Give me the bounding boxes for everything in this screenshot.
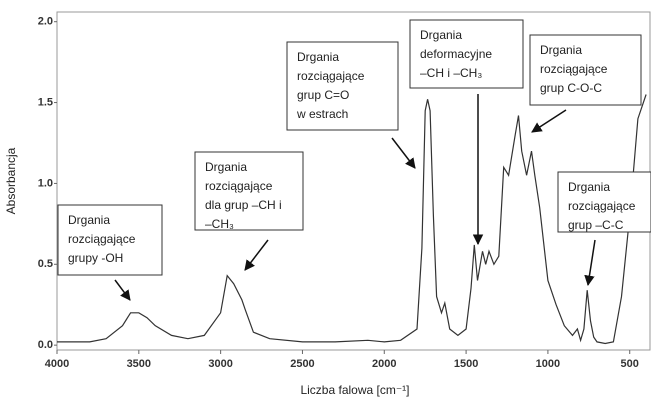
x-tick-label: 4000	[45, 358, 69, 370]
annotation-text: grup C-O-C	[540, 81, 602, 95]
annotation-text: –CH i –CH₃	[420, 66, 482, 80]
spectrum-line	[57, 94, 647, 345]
x-axis-label: Liczba falowa [cm⁻¹]	[300, 383, 409, 397]
x-tick-label: 2500	[290, 358, 314, 370]
annotation-text: Drgania	[568, 180, 610, 194]
annotation-box	[57, 204, 163, 276]
x-tick-label: 1500	[454, 358, 478, 370]
annotation-text: rozciągające	[297, 69, 365, 83]
annotation-box	[409, 19, 524, 89]
y-tick-label: 0.5	[38, 258, 53, 270]
annotation-text: Drgania	[420, 28, 462, 42]
annotation-box	[286, 41, 399, 131]
annotation-text: dla grup –CH i	[205, 198, 282, 212]
annotation-box	[529, 34, 642, 106]
x-tick-label: 2000	[372, 358, 396, 370]
annotation-text: Drgania	[68, 213, 110, 227]
x-tick-label: 1000	[536, 358, 560, 370]
annotation-text: –CH₃	[205, 217, 234, 231]
annotation-text: rozciągające	[540, 62, 608, 76]
annotation-text: Drgania	[297, 50, 339, 64]
y-tick-label: 0.0	[38, 339, 53, 351]
annotation-text: rozciągające	[568, 199, 636, 213]
annotation-text: rozciągające	[205, 179, 273, 193]
x-tick-label: 3500	[127, 358, 151, 370]
y-tick-label: 1.5	[38, 96, 53, 108]
x-tick-label: 500	[621, 358, 639, 370]
annotation-text: Drgania	[540, 43, 582, 57]
y-tick-label: 1.0	[38, 177, 53, 189]
annotation-arrow	[114, 279, 131, 301]
annotation-text: Drgania	[205, 160, 247, 174]
annotation-text: grup –C-C	[568, 218, 624, 232]
annotation-text: grup C=O	[297, 88, 349, 102]
annotation-arrow	[584, 239, 596, 287]
annotation-text: deformacyjne	[420, 47, 492, 61]
annotation-box	[194, 151, 304, 231]
x-tick-label: 3000	[208, 358, 232, 370]
annotation-arrow	[244, 239, 269, 271]
annotation-arrow	[531, 109, 567, 133]
annotation-arrow	[391, 137, 416, 169]
y-axis-label: Absorbancja	[4, 147, 18, 214]
annotation-text: grupy -OH	[68, 251, 123, 265]
y-tick-label: 2.0	[38, 16, 53, 28]
annotation-text: rozciągające	[68, 232, 136, 246]
annotation-text: w estrach	[296, 107, 348, 121]
annotation-box	[557, 171, 651, 233]
